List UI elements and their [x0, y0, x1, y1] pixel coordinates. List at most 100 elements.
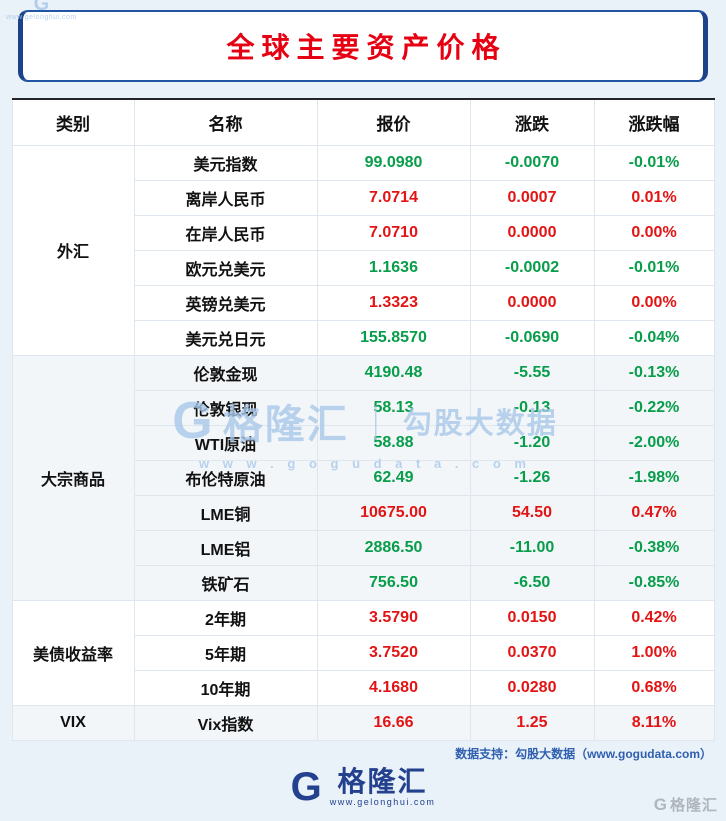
table-row: 10年期 4.1680 0.0280 0.68% [12, 669, 715, 706]
change-cell: 0.0000 [469, 284, 595, 321]
category-cell: VIX [11, 704, 135, 741]
change-pct-cell: -0.22% [593, 389, 715, 426]
gelonghui-logo-text: 格隆汇 [337, 765, 428, 797]
table-row: 外汇 美元指数 99.0980 -0.0070 -0.01% [11, 144, 715, 356]
table-row: LME铝 2886.50 -11.00 -0.38% [12, 529, 715, 566]
price-cell: 16.66 [316, 704, 471, 741]
change-cell: -11.00 [469, 529, 595, 566]
change-pct-cell: 0.00% [593, 284, 715, 321]
table-row: LME铜 10675.00 54.50 0.47% [12, 494, 715, 531]
price-cell: 155.8570 [316, 319, 471, 356]
price-cell: 756.50 [316, 564, 471, 601]
price-cell: 2886.50 [316, 529, 471, 566]
price-cell: 3.7520 [316, 634, 471, 671]
gelonghui-g-icon: G [290, 764, 322, 809]
change-cell: 0.0150 [469, 599, 595, 636]
name-cell: 离岸人民币 [133, 179, 318, 216]
table-row: 铁矿石 756.50 -6.50 -0.85% [12, 564, 715, 601]
table-row: 在岸人民币 7.0710 0.0000 0.00% [12, 214, 715, 251]
col-header-change-pct: 涨跌幅 [593, 98, 715, 146]
change-pct-cell: 8.11% [593, 704, 715, 741]
change-pct-cell: -0.04% [593, 319, 715, 356]
name-cell: 伦敦金现 [133, 354, 318, 391]
table-header: 类别 名称 报价 涨跌 涨跌幅 [11, 98, 715, 146]
table-header-row: 类别 名称 报价 涨跌 涨跌幅 [11, 98, 715, 146]
price-cell: 58.13 [316, 389, 471, 426]
price-cell: 58.88 [316, 424, 471, 461]
price-cell: 4.1680 [316, 669, 471, 706]
data-credit: 数据支持：勾股大数据（www.gogudata.com） [455, 746, 712, 761]
col-header-category: 类别 [11, 98, 135, 146]
name-cell: Vix指数 [133, 704, 318, 741]
change-cell: -1.20 [469, 424, 595, 461]
change-cell: 1.25 [469, 704, 595, 741]
price-cell: 7.0710 [316, 214, 471, 251]
table-row: 美债收益率 2年期 3.5790 0.0150 0.42% [11, 599, 715, 706]
change-pct-cell: -0.01% [593, 249, 715, 286]
change-cell: 54.50 [469, 494, 595, 531]
page-title: 全球主要资产价格 [226, 32, 507, 63]
change-pct-cell: 0.42% [593, 599, 715, 636]
name-cell: 英镑兑美元 [133, 284, 318, 321]
asset-table-body: 外汇 美元指数 99.0980 -0.0070 -0.01% 离岸人民币 7.0714 0.0… [11, 144, 715, 741]
name-cell: 5年期 [133, 634, 318, 671]
col-header-price: 报价 [316, 98, 471, 146]
price-cell: 3.5790 [316, 599, 471, 636]
change-pct-cell: -0.13% [593, 354, 715, 391]
price-cell: 62.49 [316, 459, 471, 496]
change-cell: -0.0002 [469, 249, 595, 286]
change-cell: 0.0280 [469, 669, 595, 706]
price-cell: 1.1636 [316, 249, 471, 286]
category-cell: 外汇 [11, 144, 135, 356]
table-row: 欧元兑美元 1.1636 -0.0002 -0.01% [12, 249, 715, 286]
change-pct-cell: 0.68% [593, 669, 715, 706]
name-cell: 铁矿石 [133, 564, 318, 601]
change-cell: -0.0690 [469, 319, 595, 356]
name-cell: 布伦特原油 [133, 459, 318, 496]
change-cell: -1.26 [469, 459, 595, 496]
change-pct-cell: 0.47% [593, 494, 715, 531]
change-pct-cell: -0.01% [593, 144, 715, 181]
name-cell: 美元兑日元 [133, 319, 318, 356]
table-row: 布伦特原油 62.49 -1.26 -1.98% [12, 459, 715, 496]
category-cell: 大宗商品 [11, 354, 135, 601]
table-row: 伦敦银现 58.13 -0.13 -0.22% [12, 389, 715, 426]
name-cell: 伦敦银现 [133, 389, 318, 426]
price-cell: 10675.00 [316, 494, 471, 531]
name-cell: 美元指数 [133, 144, 318, 181]
price-cell: 7.0714 [316, 179, 471, 216]
table-row: WTI原油 58.88 -1.20 -2.00% [12, 424, 715, 461]
price-cell: 4190.48 [316, 354, 471, 391]
change-cell: -0.13 [469, 389, 595, 426]
change-cell: 0.0370 [469, 634, 595, 671]
change-cell: -5.55 [469, 354, 595, 391]
corner-logo-text: 格隆汇 [669, 797, 718, 814]
change-cell: 0.0000 [469, 214, 595, 251]
name-cell: 在岸人民币 [133, 214, 318, 251]
name-cell: 10年期 [133, 669, 318, 706]
change-pct-cell: -0.38% [593, 529, 715, 566]
gelonghui-g-icon: G [653, 794, 667, 814]
name-cell: 欧元兑美元 [133, 249, 318, 286]
gelonghui-logo: G 格隆汇 www.gelonghui.com [0, 764, 726, 809]
gelonghui-logo-url: www.gelonghui.com [329, 796, 436, 807]
title-banner: 全球主要资产价格 [18, 10, 708, 82]
price-cell: 1.3323 [316, 284, 471, 321]
change-pct-cell: -1.98% [593, 459, 715, 496]
change-pct-cell: 1.00% [593, 634, 715, 671]
price-cell: 99.0980 [316, 144, 471, 181]
category-cell: 美债收益率 [11, 599, 135, 706]
corner-logo: G 格隆汇 [654, 794, 718, 815]
table-row: 离岸人民币 7.0714 0.0007 0.01% [12, 179, 715, 216]
table-row: 5年期 3.7520 0.0370 1.00% [12, 634, 715, 671]
table-row: 大宗商品 伦敦金现 4190.48 -5.55 -0.13% [11, 354, 715, 601]
change-cell: -6.50 [469, 564, 595, 601]
change-pct-cell: -2.00% [593, 424, 715, 461]
col-header-name: 名称 [133, 98, 318, 146]
name-cell: LME铝 [133, 529, 318, 566]
col-header-change: 涨跌 [469, 98, 595, 146]
change-pct-cell: 0.00% [593, 214, 715, 251]
table-row: 美元兑日元 155.8570 -0.0690 -0.04% [12, 319, 715, 356]
name-cell: LME铜 [133, 494, 318, 531]
